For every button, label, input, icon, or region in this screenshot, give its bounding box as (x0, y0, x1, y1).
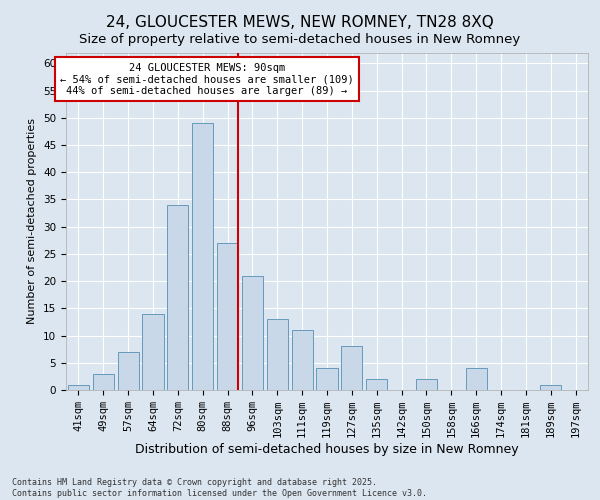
Bar (292, 330, 313, 390)
Y-axis label: Number of semi-detached properties: Number of semi-detached properties (28, 118, 37, 324)
Bar (167, 205, 188, 390)
Text: Contains HM Land Registry data © Crown copyright and database right 2025.
Contai: Contains HM Land Registry data © Crown c… (12, 478, 427, 498)
Bar (93, 374, 114, 390)
Text: 24 GLOUCESTER MEWS: 90sqm
← 54% of semi-detached houses are smaller (109)
44% of: 24 GLOUCESTER MEWS: 90sqm ← 54% of semi-… (60, 62, 354, 96)
Bar (341, 346, 362, 390)
X-axis label: Distribution of semi-detached houses by size in New Romney: Distribution of semi-detached houses by … (135, 443, 519, 456)
Bar (118, 352, 139, 390)
Bar (466, 368, 487, 390)
Bar (192, 124, 213, 390)
Bar (68, 384, 89, 390)
Bar (416, 379, 437, 390)
Bar (242, 276, 263, 390)
Bar (142, 314, 164, 390)
Bar (540, 384, 561, 390)
Bar (316, 368, 338, 390)
Text: 24, GLOUCESTER MEWS, NEW ROMNEY, TN28 8XQ: 24, GLOUCESTER MEWS, NEW ROMNEY, TN28 8X… (106, 15, 494, 30)
Bar (217, 243, 238, 390)
Bar (267, 319, 288, 390)
Bar (366, 379, 387, 390)
Text: Size of property relative to semi-detached houses in New Romney: Size of property relative to semi-detach… (79, 32, 521, 46)
